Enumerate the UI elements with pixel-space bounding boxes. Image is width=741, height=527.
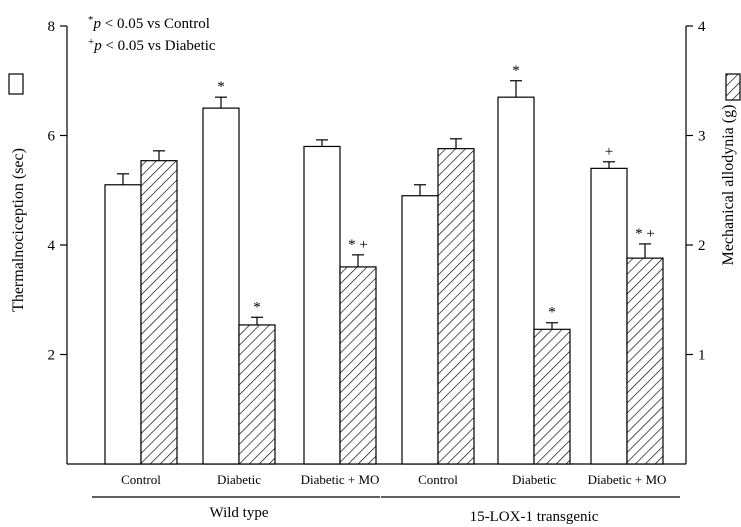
- x-category-label: Control: [418, 472, 458, 487]
- thermalnociception-bar: [303, 145, 341, 465]
- mechanical-allodynia-bar: [626, 257, 664, 465]
- mechanical-allodynia-bar: [533, 328, 571, 465]
- legend-line-2-symbol: +: [88, 36, 94, 48]
- group-label: Wild type: [210, 505, 269, 521]
- y-right-tick-label: 1: [698, 348, 706, 364]
- significance-marker: *: [548, 305, 556, 321]
- y-left-tick-label: 6: [48, 129, 56, 145]
- thermalnociception-bar: [202, 107, 240, 465]
- x-category-label: Diabetic: [217, 472, 261, 487]
- left-series-swatch: [8, 73, 24, 95]
- legend-line-1: *p < 0.05 vs Control: [88, 14, 210, 32]
- y-left-tick-label: 2: [48, 348, 56, 364]
- significance-marker: +: [605, 144, 613, 160]
- thermalnociception-bar: [401, 195, 439, 465]
- y-axis-right-title: Mechanical allodynia (g): [720, 105, 737, 266]
- significance-marker: * +: [635, 226, 655, 242]
- y-left-tick-label: 4: [48, 238, 56, 254]
- legend-line-1-text: < 0.05 vs Control: [101, 16, 210, 32]
- x-category-label: Diabetic + MO: [588, 472, 667, 487]
- legend-line-2: +p < 0.05 vs Diabetic: [88, 36, 216, 54]
- significance-marker: *: [253, 299, 261, 315]
- significance-marker: *: [217, 79, 225, 95]
- mechanical-allodynia-bar: [238, 324, 276, 465]
- y-right-tick-label: 2: [698, 238, 706, 254]
- y-axis-left-title: Thermalnociception (sec): [10, 148, 27, 312]
- significance-marker: * +: [348, 237, 368, 253]
- legend-line-1-symbol: *: [88, 14, 94, 26]
- mechanical-allodynia-bar: [339, 266, 377, 465]
- y-left-tick-label: 8: [48, 19, 56, 35]
- significance-marker: *: [512, 63, 520, 79]
- y-right-tick-label: 4: [698, 19, 706, 35]
- legend-line-2-text: < 0.05 vs Diabetic: [102, 38, 216, 54]
- thermalnociception-bar: [497, 96, 535, 465]
- x-category-label: Control: [121, 472, 161, 487]
- x-category-label: Diabetic: [512, 472, 556, 487]
- legend-line-1-p: p: [93, 16, 102, 32]
- mechanical-allodynia-bar: [437, 148, 475, 465]
- legend: *p < 0.05 vs Control +p < 0.05 vs Diabet…: [88, 14, 216, 54]
- group-label: 15-LOX-1 transgenic: [470, 509, 599, 525]
- thermalnociception-bar: [590, 167, 628, 465]
- y-right-tick-label: 3: [698, 129, 706, 145]
- right-series-swatch: [725, 73, 741, 101]
- legend-line-2-p: p: [93, 38, 102, 54]
- x-category-label: Diabetic + MO: [301, 472, 380, 487]
- thermalnociception-bar: [104, 184, 142, 465]
- mechanical-allodynia-bar: [140, 160, 178, 465]
